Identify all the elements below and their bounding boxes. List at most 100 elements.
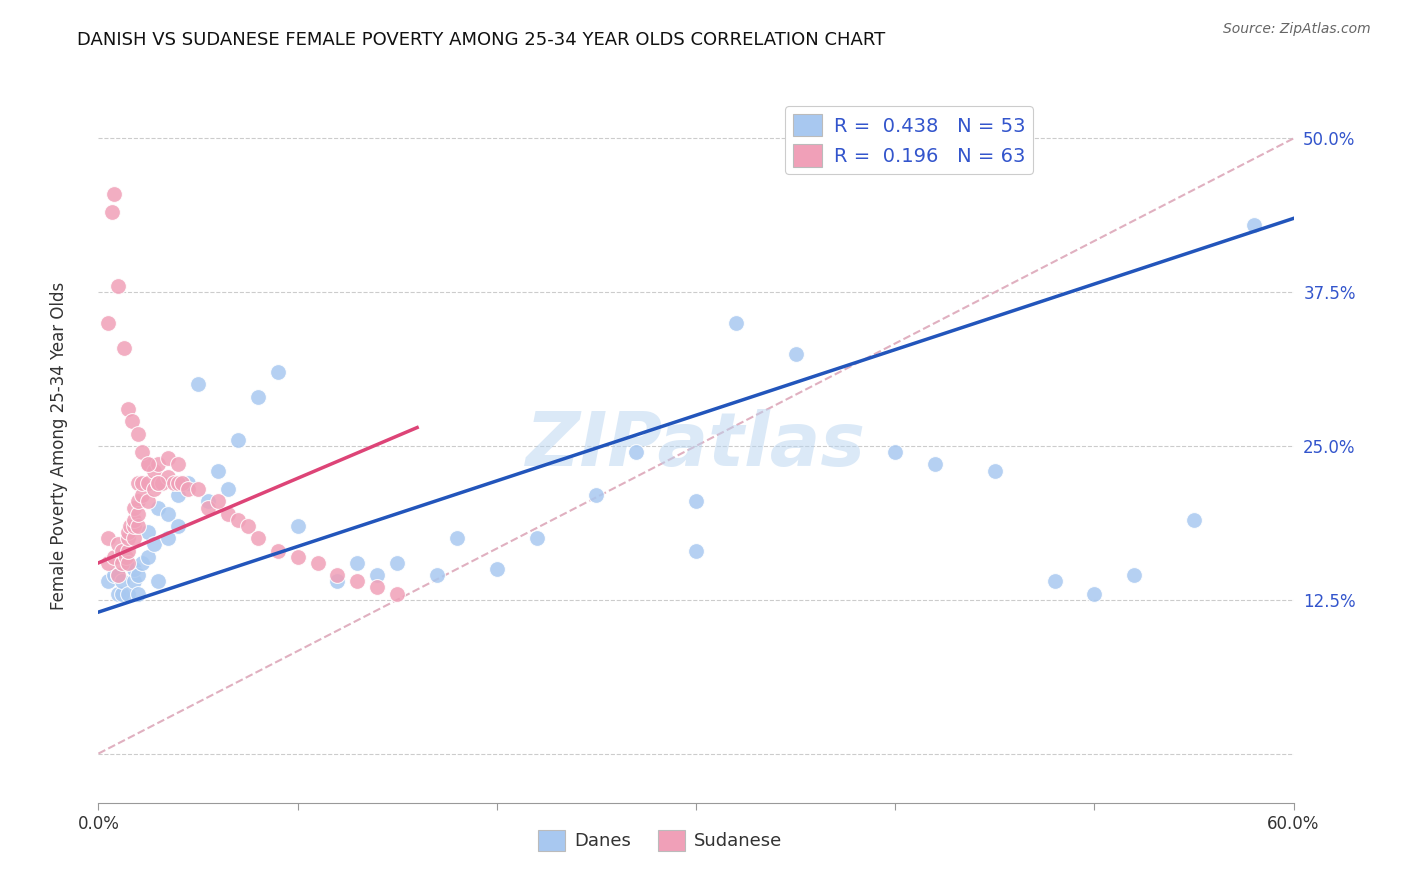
Point [426,568,449,582]
Point [177,475,200,490]
Point [167,458,190,472]
Legend: Danes, Sudanese: Danes, Sudanese [530,822,790,858]
Point [136,475,159,490]
Point [226,433,249,447]
Point [1083,587,1105,601]
Point [101,205,124,219]
Point [107,587,129,601]
Point [197,500,219,515]
Point [366,568,388,582]
Point [157,469,180,483]
Point [307,556,329,570]
Point [187,482,209,496]
Point [626,445,648,459]
Point [207,494,229,508]
Point [157,507,180,521]
Point [366,581,388,595]
Point [148,458,170,472]
Point [111,587,134,601]
Point [97,316,120,330]
Point [148,475,170,490]
Point [131,445,153,459]
Point [246,531,269,545]
Point [103,549,125,564]
Point [246,390,269,404]
Point [143,464,166,478]
Point [111,574,134,589]
Point [167,519,190,533]
Point [217,507,239,521]
Point [685,543,707,558]
Point [112,341,135,355]
Point [326,574,349,589]
Point [1043,574,1066,589]
Point [1123,568,1146,582]
Point [217,482,239,496]
Point [197,494,219,508]
Point [120,519,142,533]
Point [685,494,707,508]
Point [124,574,146,589]
Point [924,458,946,472]
Point [148,574,170,589]
Point [103,186,125,201]
Point [157,531,180,545]
Point [124,519,146,533]
Point [157,451,180,466]
Point [127,507,149,521]
Point [127,494,149,508]
Point [103,568,125,582]
Point [124,562,146,576]
Point [167,488,190,502]
Text: Source: ZipAtlas.com: Source: ZipAtlas.com [1223,22,1371,37]
Point [107,279,129,293]
Point [136,494,159,508]
Point [143,482,166,496]
Point [172,475,194,490]
Point [187,377,209,392]
Point [136,549,159,564]
Point [207,464,229,478]
Point [127,587,149,601]
Point [585,488,607,502]
Point [124,531,146,545]
Point [148,500,170,515]
Point [124,513,146,527]
Point [326,568,349,582]
Point [1243,218,1265,232]
Point [163,475,186,490]
Point [167,475,190,490]
Point [267,365,290,379]
Point [148,475,170,490]
Point [724,316,747,330]
Point [143,537,166,551]
Point [1182,513,1205,527]
Point [127,568,149,582]
Point [127,426,149,441]
Point [124,500,146,515]
Point [385,556,409,570]
Point [131,556,153,570]
Point [115,549,138,564]
Point [117,402,139,417]
Point [111,543,134,558]
Point [97,531,120,545]
Point [107,568,129,582]
Point [136,458,159,472]
Point [385,587,409,601]
Point [107,568,129,582]
Point [127,519,149,533]
Point [236,519,259,533]
Point [226,513,249,527]
Point [117,525,139,540]
Point [785,347,807,361]
Point [526,531,548,545]
Point [117,543,139,558]
Point [97,574,120,589]
Point [446,531,468,545]
Point [346,574,368,589]
Point [267,543,290,558]
Point [111,556,134,570]
Point [121,414,143,428]
Point [117,587,139,601]
